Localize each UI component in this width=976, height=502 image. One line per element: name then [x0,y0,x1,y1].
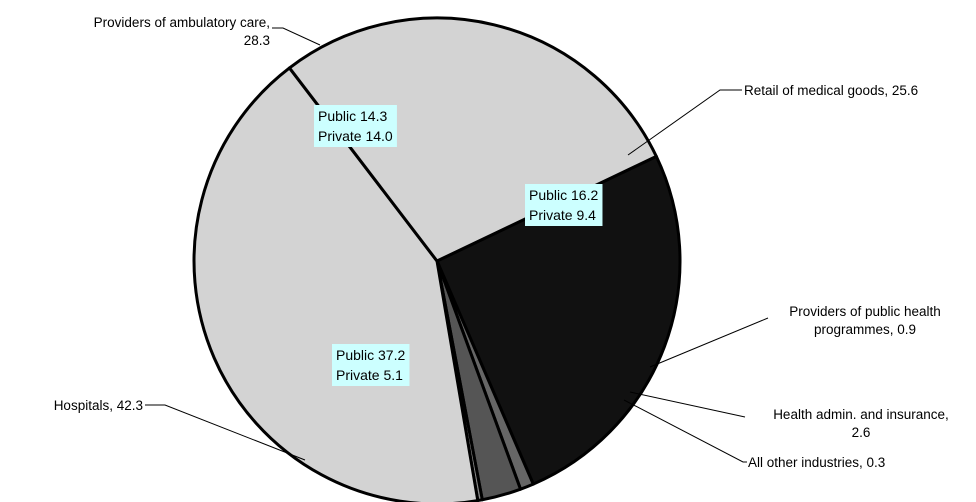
slice-labels: Retail of medical goods, 25.6 Providers o… [54,15,949,470]
pie-slices [192,16,682,502]
inner-label-background [525,184,603,226]
leader-line-providers-of-public-health-programmes [649,317,769,368]
slice-label-hospitals: Hospitals, 42.3 [54,398,143,413]
inner-label-public: Public 14.3 [318,108,387,124]
slice-label-line: 28.3 [244,33,270,48]
inner-label-providers-of-ambulatory-care: Public 14.3 Private 14.0 [314,105,397,147]
inner-label-background [314,105,397,147]
inner-label-private: Private 9.4 [529,207,596,223]
inner-label-retail-of-medical-goods: Public 16.2 Private 9.4 [525,184,603,226]
leader-lines [145,27,769,463]
pie-slice-retail-of-medical-goods [435,154,682,486]
inner-label-background [332,344,410,386]
slice-label-providers-of-public-health-programmes: Providers of public health programmes, 0.… [789,304,941,337]
slice-label-line: Retail of medical goods, 25.6 [744,83,918,98]
slice-label-retail-of-medical-goods: Retail of medical goods, 25.6 [744,83,918,98]
leader-line-providers-of-ambulatory-care [272,27,321,46]
slice-label-providers-of-ambulatory-care: Providers of ambulatory care, 28.3 [94,15,270,48]
slice-label-line: Health admin. and insurance, [773,407,949,422]
leader-line-hospitals [145,404,306,461]
slice-label-line: All other industries, 0.3 [748,455,885,470]
pie-slice-hospitals [192,66,480,502]
leader-line-all-other-industries [623,399,747,463]
inner-label-public: Public 16.2 [529,187,598,203]
leader-line-health-admin-and-insurance [629,391,746,418]
leader-line-retail-of-medical-goods [627,89,742,156]
inner-label-private: Private 14.0 [318,128,393,144]
slice-label-line: Providers of public health [789,304,941,319]
slice-label-line: Providers of ambulatory care, [94,15,270,30]
inner-label-public: Public 37.2 [336,347,405,363]
slice-label-line: 2.6 [852,425,871,440]
slice-label-line: Hospitals, 42.3 [54,398,143,413]
slice-label-line: programmes, 0.9 [814,322,916,337]
inner-label-hospitals: Public 37.2 Private 5.1 [332,344,410,386]
pie-slice-providers-of-ambulatory-care [287,16,658,263]
slice-label-health-admin-and-insurance: Health admin. and insurance, 2.6 [773,407,949,440]
inner-labels: Public 16.2 Private 9.4 Public 37.2 Private… [314,105,603,386]
slice-label-all-other-industries: All other industries, 0.3 [748,455,885,470]
inner-label-private: Private 5.1 [336,367,403,383]
